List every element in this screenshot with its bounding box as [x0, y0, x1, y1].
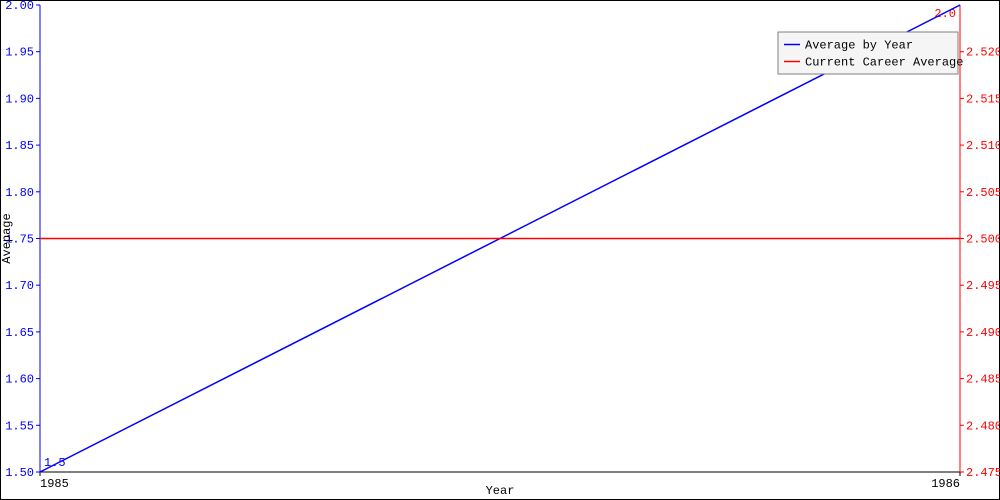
line-chart: 1.501.551.601.651.701.751.801.851.901.95… [0, 0, 1000, 500]
legend-label: Current Career Average [805, 56, 963, 70]
y-right-tick-label: 2.480 [966, 419, 1000, 433]
y-left-tick-label: 1.50 [5, 466, 34, 480]
y-left-tick-label: 1.60 [5, 373, 34, 387]
y-right-tick-label: 2.475 [966, 466, 1000, 480]
y-left-tick-label: 1.65 [5, 326, 34, 340]
x-tick-label: 1985 [40, 477, 69, 491]
y-right-tick-label: 2.495 [966, 279, 1000, 293]
y-left-tick-label: 1.80 [5, 186, 34, 200]
y-right-tick-label: 2.515 [966, 92, 1000, 106]
y-right-tick-label: 2.510 [966, 139, 1000, 153]
y-axis-label: Avepage [0, 213, 14, 263]
y-right-tick-label: 2.490 [966, 326, 1000, 340]
y-right-tick-label: 2.520 [966, 46, 1000, 60]
x-axis-label: Year [486, 484, 515, 498]
y-left-tick-label: 1.90 [5, 92, 34, 106]
y-right-tick-label: 2.485 [966, 373, 1000, 387]
x-tick-label: 1986 [931, 477, 960, 491]
y-left-tick-label: 1.95 [5, 46, 34, 60]
y-right-tick-label: 2.505 [966, 186, 1000, 200]
chart-container: 1.501.551.601.651.701.751.801.851.901.95… [0, 0, 1000, 500]
y-left-tick-label: 1.85 [5, 139, 34, 153]
y-left-tick-label: 1.70 [5, 279, 34, 293]
y-left-tick-label: 2.00 [5, 0, 34, 13]
chart-border [1, 1, 1000, 500]
y-right-tick-label: 2.500 [966, 233, 1000, 247]
legend-label: Average by Year [805, 39, 913, 53]
y-left-tick-label: 1.55 [5, 419, 34, 433]
